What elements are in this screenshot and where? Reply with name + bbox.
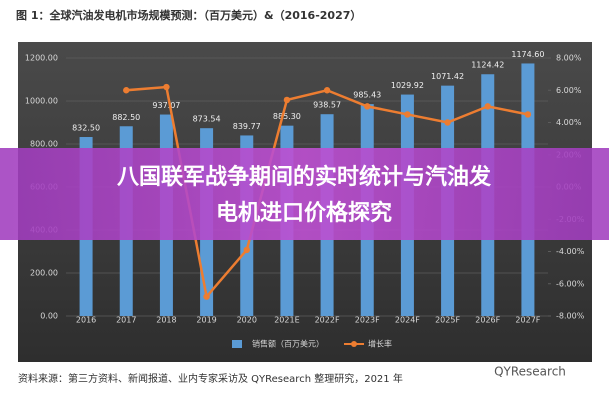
y2-tick-label: -4.00%: [556, 247, 585, 256]
line-marker: [364, 103, 371, 110]
legend-label: 销售额（百万美元）: [252, 339, 324, 349]
data-label: 885.30: [273, 112, 301, 121]
legend-label: 增长率: [368, 339, 392, 349]
data-label: 985.43: [353, 91, 381, 100]
data-label: 1124.42: [471, 61, 504, 70]
data-label: 832.50: [72, 124, 100, 133]
chart-title: 图 1：全球汽油发电机市场规模预测：（百万美元）&（2016-2027）: [16, 8, 361, 22]
banner: [0, 148, 609, 240]
y-tick-label: 200.00: [30, 269, 58, 278]
data-label: 882.50: [112, 113, 140, 122]
y-tick-label: 0.00: [40, 312, 58, 321]
banner-line: 电机进口价格探究: [216, 200, 392, 226]
legend-swatch: [232, 340, 242, 348]
x-tick-label: 2023F: [355, 316, 380, 325]
line-marker: [524, 111, 532, 118]
x-tick-label: 2020: [237, 316, 257, 325]
x-tick-label: 2024F: [395, 316, 420, 325]
line-marker: [444, 119, 451, 126]
x-tick-label: 2017: [116, 316, 136, 325]
line-marker: [404, 111, 411, 118]
data-label: 937.07: [152, 101, 180, 110]
line-marker: [123, 87, 130, 94]
x-tick-label: 2019: [196, 316, 216, 325]
y-tick-label: 800.00: [30, 140, 58, 149]
y-tick-label: 1200.00: [25, 54, 58, 63]
source-note: 资料来源：第三方资料、新闻报道、业内专家采访及 QYResearch 整理研究，…: [18, 372, 403, 385]
x-tick-label: 2027F: [515, 316, 540, 325]
legend-swatch: [351, 341, 357, 347]
data-label: 1174.60: [511, 50, 544, 59]
line-marker: [283, 96, 291, 104]
x-tick-label: 2026F: [475, 316, 500, 325]
line-marker: [243, 246, 250, 254]
line-marker: [323, 87, 331, 94]
data-label: 873.54: [193, 115, 221, 124]
x-tick-label: 2022F: [315, 316, 340, 325]
x-tick-label: 2016: [76, 316, 96, 325]
x-tick-label: 2021E: [274, 316, 299, 325]
data-label: 839.77: [233, 122, 261, 131]
line-marker: [163, 83, 170, 91]
line-marker: [484, 103, 491, 110]
y-tick-label: 1000.00: [25, 97, 58, 106]
data-label: 1029.92: [391, 81, 424, 90]
y2-tick-label: 4.00%: [556, 118, 582, 127]
y2-tick-label: -6.00%: [556, 279, 585, 288]
banner-line: 八国联军战争期间的实时统计与汽油发: [117, 164, 492, 190]
y2-tick-label: 6.00%: [556, 86, 582, 95]
y2-tick-label: 8.00%: [556, 54, 582, 63]
x-tick-label: 2018: [156, 316, 176, 325]
y2-tick-label: -8.00%: [556, 312, 585, 321]
data-label: 1071.42: [431, 72, 464, 81]
watermark: QYResearch: [494, 365, 566, 379]
data-label: 938.57: [313, 101, 341, 110]
x-tick-label: 2025F: [435, 316, 460, 325]
line-marker: [203, 293, 210, 300]
